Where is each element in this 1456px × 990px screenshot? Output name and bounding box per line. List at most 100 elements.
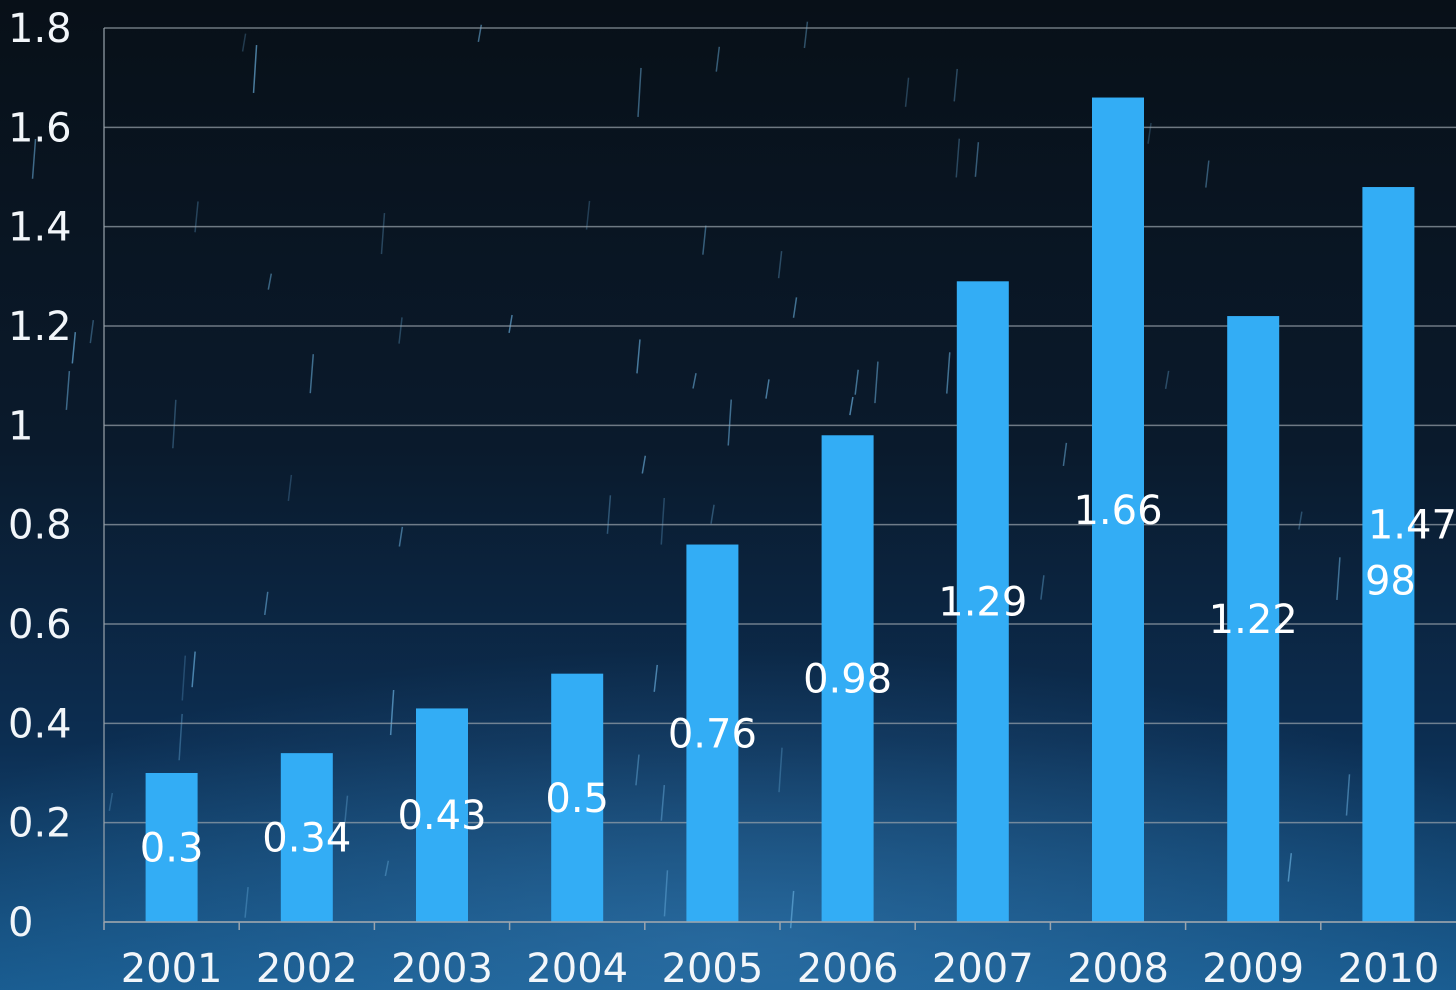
rain-streak — [108, 792, 114, 811]
x-tick-label: 2005 — [662, 946, 764, 990]
data-label-2007: 1.29 — [938, 580, 1027, 626]
rain-streak — [252, 45, 258, 93]
y-tick-label: 0 — [8, 900, 33, 946]
rain-streak — [946, 352, 951, 394]
x-tick-label: 2004 — [526, 946, 628, 990]
bar-2010 — [1362, 187, 1415, 923]
rain-streak — [663, 870, 669, 917]
rain-streak — [585, 200, 591, 230]
rain-streak — [792, 297, 798, 318]
rain-streak — [692, 373, 697, 389]
bar-2001 — [145, 773, 198, 922]
rain-streak — [955, 138, 961, 178]
rain-streak — [777, 251, 783, 279]
data-label-2003: 0.43 — [397, 793, 486, 839]
rain-streak — [264, 591, 269, 616]
bar-2008 — [1092, 97, 1144, 923]
y-tick-label: 1.8 — [8, 6, 72, 52]
y-tick-label: 1.4 — [8, 205, 72, 251]
rain-streak — [854, 369, 859, 395]
rain-streak — [637, 67, 642, 117]
x-axis: 2001 2002 2003 2004 2005 2006 2007 2008 2009 2010 — [103, 921, 1456, 990]
bar-2002 — [280, 753, 333, 922]
rain-streak — [1205, 160, 1210, 188]
rain-streak — [953, 68, 958, 102]
bar-2004 — [551, 673, 604, 922]
rain-streak — [849, 396, 854, 416]
bar-2005 — [686, 544, 739, 922]
rain-streak — [660, 785, 666, 821]
x-tick-label: 2002 — [256, 946, 358, 990]
rain-streak — [172, 399, 177, 449]
data-label-2001: 0.3 — [140, 826, 204, 872]
rain-streak — [1287, 853, 1293, 882]
rain-streak — [778, 747, 783, 793]
rain-streak — [267, 273, 273, 290]
data-labels: 0.3 0.34 0.43 0.5 0.76 0.98 1.29 1.66 1.22 1.47 98 — [140, 488, 1456, 872]
rain-streak — [803, 21, 809, 49]
rain-streak — [380, 212, 386, 255]
rain-streak — [874, 361, 879, 404]
rain-streak — [389, 689, 395, 736]
rain-streak — [178, 713, 183, 761]
rain-streak — [244, 886, 249, 918]
bar-2009 — [1227, 316, 1280, 923]
rain-streak — [635, 754, 640, 786]
rain-streak — [710, 504, 715, 524]
rain-streak — [606, 495, 612, 534]
x-tick-label: 2008 — [1067, 946, 1169, 990]
x-tick-label: 2001 — [121, 946, 223, 990]
x-tick-label: 2003 — [391, 946, 493, 990]
rain-decoration — [31, 21, 1401, 929]
y-tick-label: 1.6 — [8, 105, 72, 151]
bar-2003 — [416, 708, 468, 922]
rain-streak — [904, 77, 910, 107]
y-tick-label: 0.8 — [8, 503, 72, 549]
data-label-2004: 0.5 — [545, 776, 609, 822]
y-axis: 0 0.2 0.4 0.6 0.8 1 1.2 1.4 1.6 1.8 — [8, 6, 105, 946]
rain-streak — [287, 474, 293, 502]
data-label-2005: 0.76 — [668, 711, 757, 757]
y-tick-label: 0.4 — [8, 701, 72, 747]
rain-streak — [31, 138, 37, 179]
rain-streak — [241, 33, 247, 52]
x-tick-label: 2009 — [1202, 946, 1304, 990]
bar-2006 — [821, 435, 874, 922]
rain-streak — [1062, 442, 1068, 467]
rain-streak — [727, 399, 732, 446]
rain-streak — [1147, 122, 1152, 144]
rain-streak — [398, 317, 403, 344]
rain-streak — [715, 46, 721, 72]
rain-streak — [1336, 557, 1341, 601]
y-tick-label: 0.6 — [8, 602, 72, 648]
rain-streak — [653, 664, 658, 692]
y-tick-label: 1 — [8, 403, 33, 449]
rain-streak — [71, 332, 77, 364]
data-label-2002: 0.34 — [262, 816, 351, 862]
rain-streak — [1298, 511, 1303, 530]
y-tick-label: 1.2 — [8, 304, 72, 350]
rain-streak — [765, 379, 770, 399]
data-label-2008: 1.66 — [1073, 488, 1162, 534]
rain-streak — [702, 225, 707, 255]
data-label-2010: 1.47 98 — [1365, 503, 1456, 605]
rain-streak — [974, 142, 980, 177]
rain-streak — [660, 497, 666, 545]
x-tick-label: 2006 — [797, 946, 899, 990]
bar-2007 — [956, 281, 1009, 922]
rain-streak — [181, 655, 187, 701]
y-tick-label: 0.2 — [8, 801, 72, 847]
rain-streak — [384, 860, 390, 877]
x-tick-label: 2010 — [1338, 946, 1440, 990]
rain-streak — [191, 651, 196, 688]
rain-streak — [1164, 370, 1170, 390]
rain-streak — [636, 339, 641, 374]
rain-streak — [641, 455, 647, 474]
rain-streak — [398, 526, 404, 547]
rain-streak — [1040, 575, 1045, 600]
rain-streak — [89, 319, 95, 344]
rain-streak — [1345, 774, 1351, 816]
rain-streak — [508, 314, 513, 333]
